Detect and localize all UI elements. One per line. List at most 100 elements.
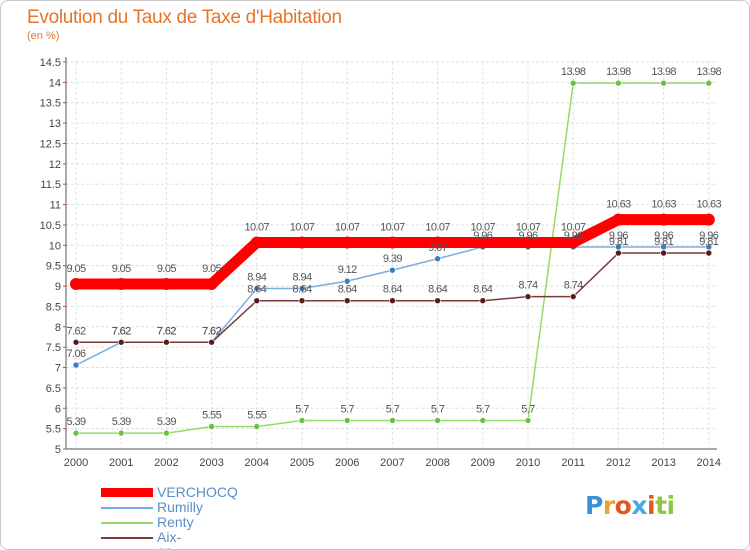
legend-swatch-aix-en-ergny	[101, 537, 153, 539]
data-point-verchocq	[431, 236, 444, 249]
data-label-renty: 13.98	[561, 66, 586, 78]
data-point-verchocq	[115, 278, 128, 291]
data-label-renty: 5.55	[247, 410, 266, 422]
data-label-rumilly: 8.94	[247, 271, 266, 283]
data-label-renty: 5.7	[431, 403, 445, 415]
x-tick-label: 2006	[335, 457, 359, 469]
data-point-verchocq	[205, 278, 218, 291]
data-point-verchocq	[702, 213, 715, 226]
y-tick-label: 13.5	[40, 98, 61, 110]
x-tick-label: 2014	[697, 457, 721, 469]
y-tick-label: 10	[49, 240, 61, 252]
data-point-renty	[569, 79, 577, 87]
x-tick-label: 2012	[606, 457, 630, 469]
data-label-aix-en-ergny: 8.64	[383, 284, 402, 296]
data-point-renty	[298, 417, 306, 424]
y-tick-label: 9	[55, 281, 61, 293]
data-point-rumilly	[253, 285, 261, 292]
data-point-aix-en-ergny	[389, 297, 396, 305]
data-label-renty: 5.7	[340, 403, 354, 415]
data-label-renty: 5.7	[476, 403, 490, 415]
data-point-renty	[434, 417, 441, 424]
data-point-aix-en-ergny	[208, 338, 215, 346]
data-point-aix-en-ergny	[705, 249, 713, 257]
data-label-aix-en-ergny: 8.64	[247, 284, 266, 296]
y-tick-label: 14.5	[40, 57, 61, 69]
legend-swatch-rumilly	[101, 507, 153, 509]
y-tick-label: 8	[55, 322, 61, 334]
data-label-aix-en-ergny: 8.64	[292, 284, 311, 296]
x-tick-label: 2005	[290, 457, 314, 469]
x-tick-label: 2007	[380, 457, 404, 469]
y-tick-label: 7	[55, 363, 61, 375]
data-label-rumilly: 9.39	[383, 253, 402, 265]
x-tick-label: 2001	[109, 457, 133, 469]
y-tick-label: 8.5	[46, 301, 61, 313]
data-label-rumilly: 7.62	[112, 325, 131, 337]
y-tick-label: 5.5	[46, 424, 61, 436]
data-label-verchocq: 10.07	[245, 221, 270, 233]
x-tick-label: 2013	[651, 457, 675, 469]
proxiti-logo: Proxiti	[585, 491, 675, 520]
y-tick-label: 10.5	[40, 220, 61, 232]
data-label-aix-en-ergny: 9.81	[609, 236, 628, 248]
data-label-aix-en-ergny: 9.81	[654, 236, 673, 248]
logo-letter: i	[647, 491, 656, 520]
data-point-aix-en-ergny	[298, 297, 306, 305]
data-point-verchocq	[250, 236, 263, 249]
x-tick-label: 2011	[561, 457, 585, 469]
data-label-verchocq: 10.07	[425, 221, 450, 233]
data-point-aix-en-ergny	[479, 297, 487, 305]
data-label-verchocq: 9.05	[157, 263, 176, 275]
data-point-renty	[615, 79, 622, 87]
data-label-verchocq: 10.63	[697, 199, 722, 211]
data-label-rumilly: 9.12	[338, 264, 357, 276]
y-tick-label: 6.5	[46, 383, 61, 395]
data-label-verchocq: 10.63	[651, 199, 676, 211]
x-tick-label: 2010	[516, 457, 540, 469]
data-label-rumilly: 9.67	[428, 242, 447, 254]
data-label-rumilly: 7.62	[157, 325, 176, 337]
data-point-aix-en-ergny	[343, 297, 351, 305]
data-label-renty: 5.39	[112, 416, 131, 428]
data-label-rumilly: 8.94	[292, 271, 311, 283]
logo-letter: x	[631, 491, 647, 520]
logo-letter: o	[614, 491, 632, 520]
plot-area	[66, 62, 717, 449]
legend-swatch-renty	[101, 522, 153, 524]
x-tick-label: 2004	[245, 457, 269, 469]
data-label-aix-en-ergny: 7.62	[202, 325, 221, 337]
data-label-aix-en-ergny: 7.62	[66, 325, 85, 337]
data-label-verchocq: 9.05	[112, 263, 131, 275]
data-label-verchocq: 10.07	[516, 221, 541, 233]
data-point-verchocq	[341, 236, 354, 249]
data-point-verchocq	[476, 236, 489, 249]
data-label-renty: 5.7	[386, 403, 400, 415]
y-tick-label: 6	[55, 403, 61, 415]
data-label-renty: 13.98	[697, 66, 722, 78]
data-point-verchocq	[567, 236, 580, 249]
data-point-renty	[660, 79, 667, 87]
legend-swatch-verchocq	[101, 488, 153, 497]
data-point-renty	[117, 429, 125, 437]
data-point-rumilly	[298, 285, 306, 292]
x-tick-label: 2008	[425, 457, 449, 469]
data-label-aix-en-ergny: 8.64	[473, 284, 492, 296]
data-label-rumilly: 9.96	[473, 230, 492, 242]
y-tick-label: 12	[49, 159, 61, 171]
x-tick-label: 2003	[199, 457, 223, 469]
data-point-renty	[389, 417, 396, 424]
chart-title: Evolution du Taux de Taxe d'Habitation	[27, 7, 342, 28]
y-tick-label: 14	[49, 77, 61, 89]
data-label-verchocq: 10.07	[380, 221, 405, 233]
data-label-renty: 5.55	[202, 410, 221, 422]
data-label-renty: 13.98	[606, 66, 631, 78]
data-point-aix-en-ergny	[524, 293, 532, 300]
data-label-verchocq: 10.07	[290, 221, 315, 233]
data-label-rumilly: 7.62	[202, 325, 221, 337]
data-point-renty	[705, 79, 713, 87]
data-point-verchocq	[160, 278, 173, 291]
data-label-renty: 5.39	[157, 416, 176, 428]
data-label-verchocq: 10.63	[606, 199, 631, 211]
